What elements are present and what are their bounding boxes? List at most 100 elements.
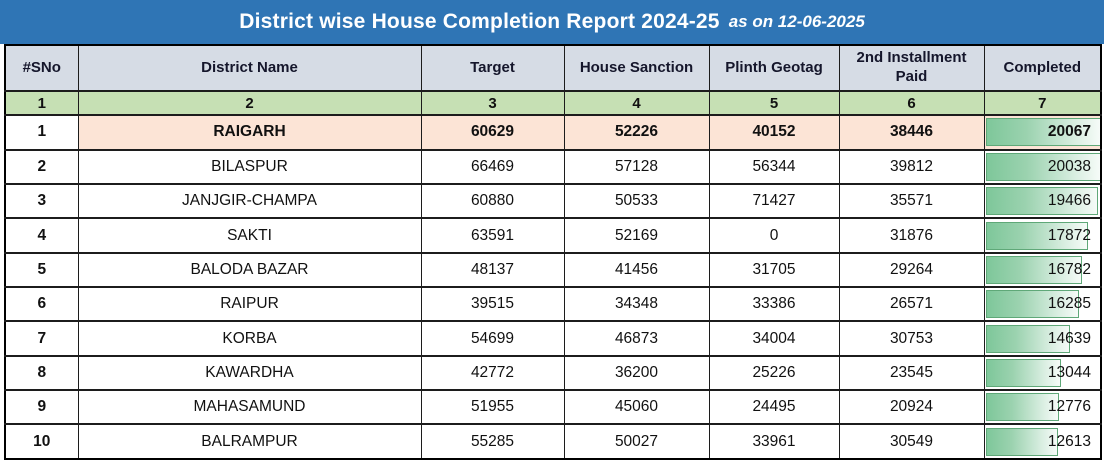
- table-row-sakti: 4 SAKTI 63591 52169 0 31876 17872: [4, 217, 1102, 254]
- cell-completed: 12776: [983, 389, 1102, 425]
- cell-target: 42772: [420, 354, 565, 391]
- completed-databar: [985, 118, 1100, 147]
- completed-value: 12613: [1047, 432, 1091, 450]
- col-index-second-installment-paid: 6: [838, 90, 985, 117]
- col-header-house-sanction: House Sanction: [563, 44, 710, 92]
- cell-second-installment-paid: 30753: [838, 320, 985, 357]
- cell-plinth-geotag: 24495: [708, 389, 840, 425]
- completed-databar-wrap: 12613: [985, 426, 1100, 457]
- report-title: District wise House Completion Report 20…: [239, 10, 720, 33]
- cell-plinth-geotag: 56344: [708, 148, 840, 185]
- cell-completed: 13044: [983, 354, 1102, 391]
- cell-district-name: BALRAMPUR: [77, 423, 422, 460]
- report-title-bar: District wise House Completion Report 20…: [0, 0, 1104, 44]
- cell-district-name: BILASPUR: [77, 148, 422, 185]
- table-row-baloda-bazar: 5 BALODA BAZAR 48137 41456 31705 29264 16782: [4, 251, 1102, 288]
- col-header-completed: Completed: [983, 44, 1102, 92]
- col-header-plinth-geotag: Plinth Geotag: [708, 44, 840, 92]
- completed-databar-wrap: 12776: [985, 392, 1100, 423]
- cell-second-installment-paid: 30549: [838, 423, 985, 460]
- cell-house-sanction: 50533: [563, 182, 710, 219]
- completed-databar: [985, 152, 1100, 181]
- table-row-janjgir-champa: 3 JANJGIR-CHAMPA 60880 50533 71427 35571 19466: [4, 182, 1102, 219]
- completed-databar-wrap: 17872: [985, 220, 1100, 251]
- completed-databar: [985, 324, 1070, 353]
- completed-value: 16782: [1047, 260, 1091, 278]
- completed-databar-wrap: 20038: [985, 152, 1100, 183]
- cell-target: 66469: [420, 148, 565, 185]
- cell-sno: 2: [4, 148, 79, 185]
- cell-plinth-geotag: 25226: [708, 354, 840, 391]
- cell-second-installment-paid: 39812: [838, 148, 985, 185]
- col-index-plinth-geotag: 5: [708, 90, 840, 117]
- completed-databar: [985, 290, 1080, 319]
- completed-databar-wrap: 16782: [985, 255, 1100, 286]
- cell-district-name: RAIPUR: [77, 286, 422, 322]
- cell-completed: 20067: [983, 114, 1102, 151]
- completed-value: 19466: [1047, 192, 1091, 210]
- cell-completed: 20038: [983, 148, 1102, 185]
- completed-value: 20067: [1047, 123, 1091, 141]
- cell-district-name: BALODA BAZAR: [77, 251, 422, 288]
- cell-district-name: SAKTI: [77, 217, 422, 254]
- table-row-korba: 7 KORBA 54699 46873 34004 30753 14639: [4, 320, 1102, 357]
- cell-second-installment-paid: 31876: [838, 217, 985, 254]
- completed-value: 14639: [1047, 329, 1091, 347]
- table-row-raipur: 6 RAIPUR 39515 34348 33386 26571 16285: [4, 286, 1102, 322]
- cell-target: 51955: [420, 389, 565, 425]
- cell-district-name: KAWARDHA: [77, 354, 422, 391]
- completed-databar: [985, 358, 1061, 387]
- cell-district-name: JANJGIR-CHAMPA: [77, 182, 422, 219]
- cell-target: 55285: [420, 423, 565, 460]
- cell-plinth-geotag: 33386: [708, 286, 840, 322]
- table-body: 1 2 3 4 5 6 7 1 RAIGARH 60629 52226 40152 38446 20067…: [4, 90, 1102, 460]
- col-header-target: Target: [420, 44, 565, 92]
- col-index-completed: 7: [983, 90, 1102, 117]
- cell-completed: 16285: [983, 286, 1102, 322]
- cell-house-sanction: 46873: [563, 320, 710, 357]
- table-row-bilaspur: 2 BILASPUR 66469 57128 56344 39812 20038: [4, 148, 1102, 185]
- cell-district-name: KORBA: [77, 320, 422, 357]
- cell-district-name: MAHASAMUND: [77, 389, 422, 425]
- cell-sno: 8: [4, 354, 79, 391]
- cell-target: 63591: [420, 217, 565, 254]
- cell-house-sanction: 57128: [563, 148, 710, 185]
- cell-sno: 3: [4, 182, 79, 219]
- cell-plinth-geotag: 34004: [708, 320, 840, 357]
- cell-house-sanction: 34348: [563, 286, 710, 322]
- cell-house-sanction: 50027: [563, 423, 710, 460]
- completed-value: 17872: [1047, 226, 1091, 244]
- report-table: #SNo District Name Target House Sanction Pli…: [4, 44, 1102, 460]
- cell-house-sanction: 52169: [563, 217, 710, 254]
- col-header-district-name: District Name: [77, 44, 422, 92]
- cell-target: 39515: [420, 286, 565, 322]
- cell-plinth-geotag: 33961: [708, 423, 840, 460]
- cell-second-installment-paid: 20924: [838, 389, 985, 425]
- cell-completed: 12613: [983, 423, 1102, 460]
- completed-databar: [985, 221, 1089, 250]
- cell-plinth-geotag: 31705: [708, 251, 840, 288]
- cell-target: 48137: [420, 251, 565, 288]
- cell-plinth-geotag: 40152: [708, 114, 840, 151]
- cell-second-installment-paid: 29264: [838, 251, 985, 288]
- cell-target: 60629: [420, 114, 565, 151]
- cell-second-installment-paid: 35571: [838, 182, 985, 219]
- col-index-house-sanction: 4: [563, 90, 710, 117]
- cell-house-sanction: 45060: [563, 389, 710, 425]
- cell-plinth-geotag: 71427: [708, 182, 840, 219]
- cell-completed: 14639: [983, 320, 1102, 357]
- completed-databar: [985, 393, 1060, 422]
- cell-second-installment-paid: 23545: [838, 354, 985, 391]
- col-index-sno: 1: [4, 90, 79, 117]
- report-date: as on 12-06-2025: [728, 12, 865, 31]
- completed-databar: [985, 187, 1098, 216]
- cell-sno: 7: [4, 320, 79, 357]
- completed-databar-wrap: 20067: [985, 117, 1100, 148]
- cell-district-name: RAIGARH: [77, 114, 422, 151]
- cell-sno: 6: [4, 286, 79, 322]
- cell-house-sanction: 36200: [563, 354, 710, 391]
- completed-databar-wrap: 13044: [985, 358, 1100, 389]
- table-row-kawardha: 8 KAWARDHA 42772 36200 25226 23545 13044: [4, 354, 1102, 391]
